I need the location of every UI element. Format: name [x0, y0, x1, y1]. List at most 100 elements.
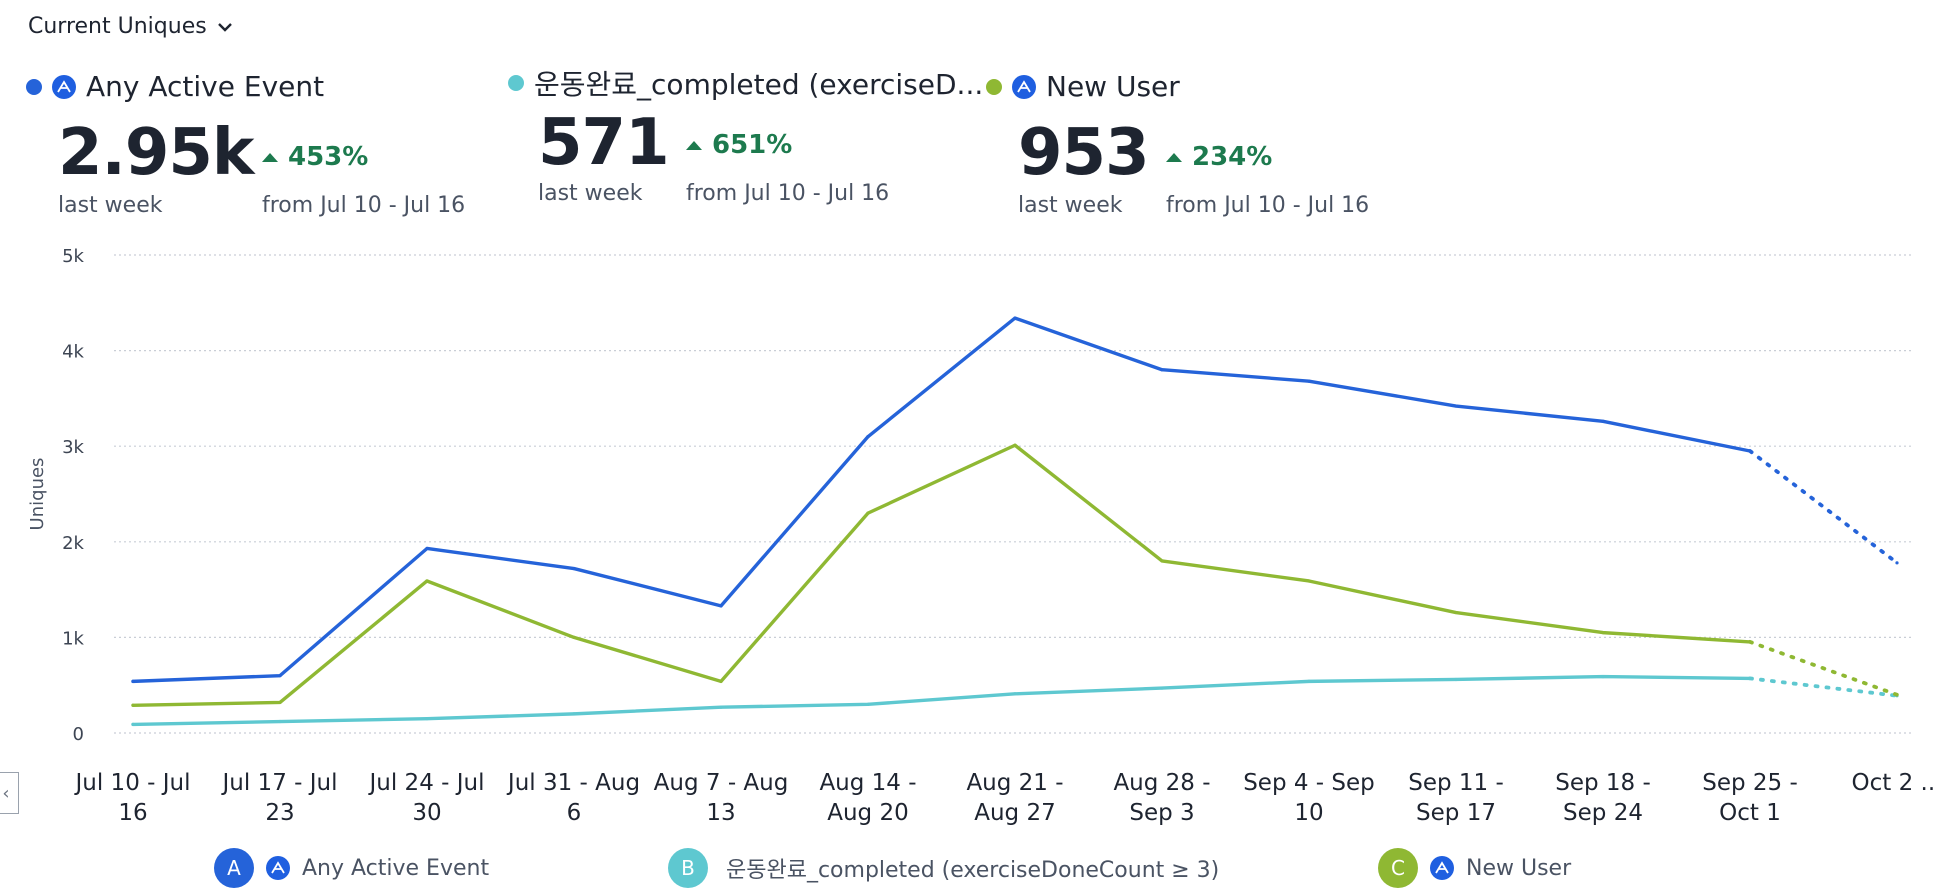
data-point: [572, 712, 576, 716]
data-point: [278, 719, 282, 724]
x-tick-line: Sep 4 - Sep: [1243, 770, 1375, 796]
y-axis-label: Uniques: [27, 458, 48, 531]
metric-type-selector[interactable]: Current Uniques: [28, 14, 233, 39]
legend-label: 운동완료_completed (exerciseDoneCount ≥ 3): [726, 858, 1220, 883]
up-arrow-icon: [686, 140, 702, 150]
metric-value: 2.95k: [58, 116, 254, 190]
metric-compare: from Jul 10 - Jul 16: [1166, 193, 1370, 218]
metric-compare: from Jul 10 - Jul 16: [262, 193, 466, 218]
metric-period: last week: [538, 181, 643, 206]
data-point: [131, 703, 135, 707]
x-tick-label: Aug 14 - Aug 20: [819, 770, 916, 826]
x-tick-line: Jul 17 - Jul: [221, 770, 338, 796]
data-point: [1160, 686, 1164, 690]
selector-label: Current Uniques: [28, 14, 207, 39]
x-tick-label: Jul 31 - Aug 6: [506, 770, 640, 826]
x-tick-label: Sep 25 - Oct 1: [1702, 770, 1798, 826]
data-point: [719, 604, 723, 608]
x-tick-line: Jul 10 - Jul: [74, 770, 191, 796]
chevron-down-icon: [217, 22, 232, 32]
series-dot-icon: [508, 75, 524, 91]
x-tick-line: 23: [265, 800, 294, 826]
amplitude-icon: [1012, 74, 1036, 99]
x-tick-line: Aug 14 -: [819, 770, 916, 796]
data-point: [425, 546, 429, 551]
y-tick-label: 0: [73, 724, 84, 745]
metric-name[interactable]: 운동완료_completed (exerciseD...: [534, 68, 984, 101]
data-point: [1307, 579, 1311, 583]
data-point: [1307, 679, 1311, 683]
x-tick-label: Sep 18 - Sep 24: [1555, 770, 1651, 826]
data-point: [278, 674, 282, 678]
x-tick-label: Sep 4 - Sep 10: [1243, 770, 1375, 826]
metric-period: last week: [58, 193, 163, 218]
x-tick-line: 16: [118, 800, 147, 826]
x-tick-line: Jul 24 - Jul: [368, 770, 485, 796]
y-tick-label: 3k: [62, 437, 84, 458]
x-tick-label: Jul 24 - Jul 30: [368, 770, 485, 826]
amplitude-icon: [266, 856, 290, 880]
metric-name[interactable]: Any Active Event: [86, 70, 325, 103]
data-point: [1748, 640, 1752, 644]
collapse-tab[interactable]: ‹: [0, 772, 19, 814]
legend-item-a[interactable]: A Any Active Event: [214, 848, 489, 888]
series-solid-segment: [131, 443, 1752, 707]
x-tick-line: Oct 2 ...: [1852, 770, 1936, 796]
metric-value: 571: [538, 106, 670, 180]
series-incomplete-segment: [1748, 449, 1899, 565]
x-tick-line: Jul 31 - Aug: [506, 770, 640, 796]
amplitude-icon: [1430, 856, 1454, 880]
metric-compare: from Jul 10 - Jul 16: [686, 181, 890, 206]
series-solid-segment: [131, 316, 1752, 684]
x-tick-line: Aug 21 -: [966, 770, 1063, 796]
x-tick-label: Aug 28 - Sep 3: [1113, 770, 1210, 826]
data-point: [719, 705, 723, 709]
data-point: [131, 722, 135, 726]
data-point: [1895, 693, 1899, 697]
legend-item-b[interactable]: B 운동완료_completed (exerciseDoneCount ≥ 3): [668, 848, 1219, 888]
legend-item-c[interactable]: C New User: [1378, 848, 1571, 888]
x-tick-line: Aug 27: [974, 800, 1056, 826]
chevron-left-icon: ‹: [2, 782, 10, 804]
data-point: [1895, 561, 1899, 565]
up-arrow-icon: [1166, 152, 1182, 162]
legend-label: New User: [1466, 855, 1572, 881]
x-tick-line: 10: [1294, 800, 1323, 826]
data-point: [278, 700, 282, 705]
x-tick-line: Sep 25 -: [1702, 770, 1798, 796]
legend-label: Any Active Event: [302, 855, 490, 881]
metric-change: 651%: [686, 130, 792, 160]
metric-value: 953: [1018, 116, 1150, 190]
x-tick-line: Aug 20: [827, 800, 909, 826]
metric-period: last week: [1018, 193, 1123, 218]
series-incomplete-segment: [1748, 639, 1899, 697]
x-tick-line: Sep 24: [1563, 800, 1643, 826]
x-tick-line: Sep 17: [1416, 800, 1496, 826]
metric-header: Any Active Event: [26, 70, 324, 103]
series-badge: C: [1378, 848, 1418, 888]
data-point: [1601, 419, 1605, 423]
metric-name[interactable]: New User: [1046, 70, 1180, 103]
data-point: [425, 579, 429, 583]
x-tick-label: Aug 7 - Aug 13: [654, 770, 789, 826]
x-tick-label: Jul 10 - Jul 16: [74, 770, 191, 826]
data-point: [1601, 631, 1605, 635]
change-value: 453%: [288, 142, 369, 172]
y-tick-label: 2k: [62, 533, 84, 554]
series-incomplete-segment: [1748, 676, 1899, 698]
data-point: [572, 635, 576, 640]
data-point: [1160, 559, 1164, 563]
y-tick-label: 5k: [62, 246, 84, 267]
data-point: [719, 679, 723, 683]
x-tick-line: Sep 11 -: [1408, 770, 1504, 796]
x-tick-line: 6: [567, 800, 582, 826]
data-point: [1454, 677, 1458, 682]
data-point: [866, 435, 870, 439]
series-badge: A: [214, 848, 254, 888]
x-tick-label: Oct 2 ...: [1852, 770, 1936, 796]
amplitude-icon: [52, 74, 76, 99]
up-arrow-icon: [262, 152, 278, 162]
series-solid-segment: [131, 674, 1752, 727]
x-tick-line: 30: [412, 800, 441, 826]
